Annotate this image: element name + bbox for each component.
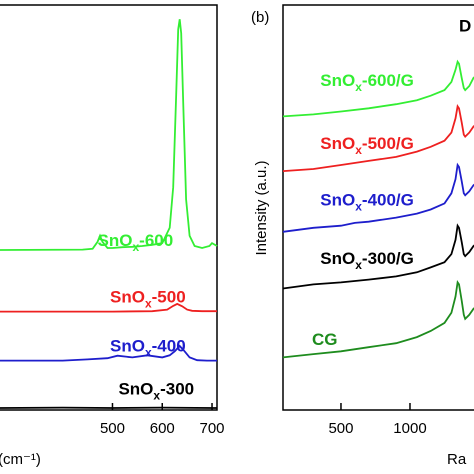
panel-a: SnOx-600 SnOx-500 SnOx-400 SnOx-300 500 600 7… [0,4,225,468]
panel-a-series-label-1: SnOx-500 [110,288,186,311]
panel-b-x-axis-title: Ra [447,451,467,468]
panel-b-peak-annotation: D [459,16,471,35]
panel-a-x-tick-label-0: 500 [100,420,125,437]
panel-a-x-axis-title: (cm⁻¹) [0,451,41,468]
panel-b-series-label-1: SnOx-500/G [320,134,414,157]
panel-b: SnOx-600/G SnOx-500/G SnOx-400/G SnOx-300/G… [251,4,474,468]
panel-b-label: (b) [251,9,269,26]
panel-b-series-line-3 [282,223,474,290]
panel-b-x-tick-label-0: 500 [328,420,353,437]
panel-b-series-line-1 [282,103,474,172]
panel-a-series-label-3: SnOx-300 [118,380,194,403]
panel-a-series-label-0: SnOx-600 [98,231,174,254]
panel-a-x-tick-label-2: 700 [200,420,225,437]
panel-b-x-tick-label-1: 1000 [393,420,426,437]
panel-b-y-axis-title: Intensity (a.u.) [253,160,270,255]
panel-a-series-line-0 [0,19,218,251]
panel-b-series-line-4 [282,280,474,359]
panel-a-x-tick-label-1: 600 [150,420,175,437]
panel-b-series-label-3: SnOx-300/G [320,249,414,272]
panel-b-series-line-0 [282,59,474,118]
panel-b-series-label-2: SnOx-400/G [320,190,414,213]
panel-a-series-line-1 [0,302,217,313]
panel-a-frame [0,4,218,411]
panel-b-series-label-4: CG [312,330,338,349]
panel-a-series-label-2: SnOx-400 [110,336,186,359]
panel-b-series-line-2 [282,162,474,233]
panel-b-series-label-0: SnOx-600/G [320,71,414,94]
panel-b-frame [282,4,474,411]
panel-a-series-line-2 [0,344,217,362]
